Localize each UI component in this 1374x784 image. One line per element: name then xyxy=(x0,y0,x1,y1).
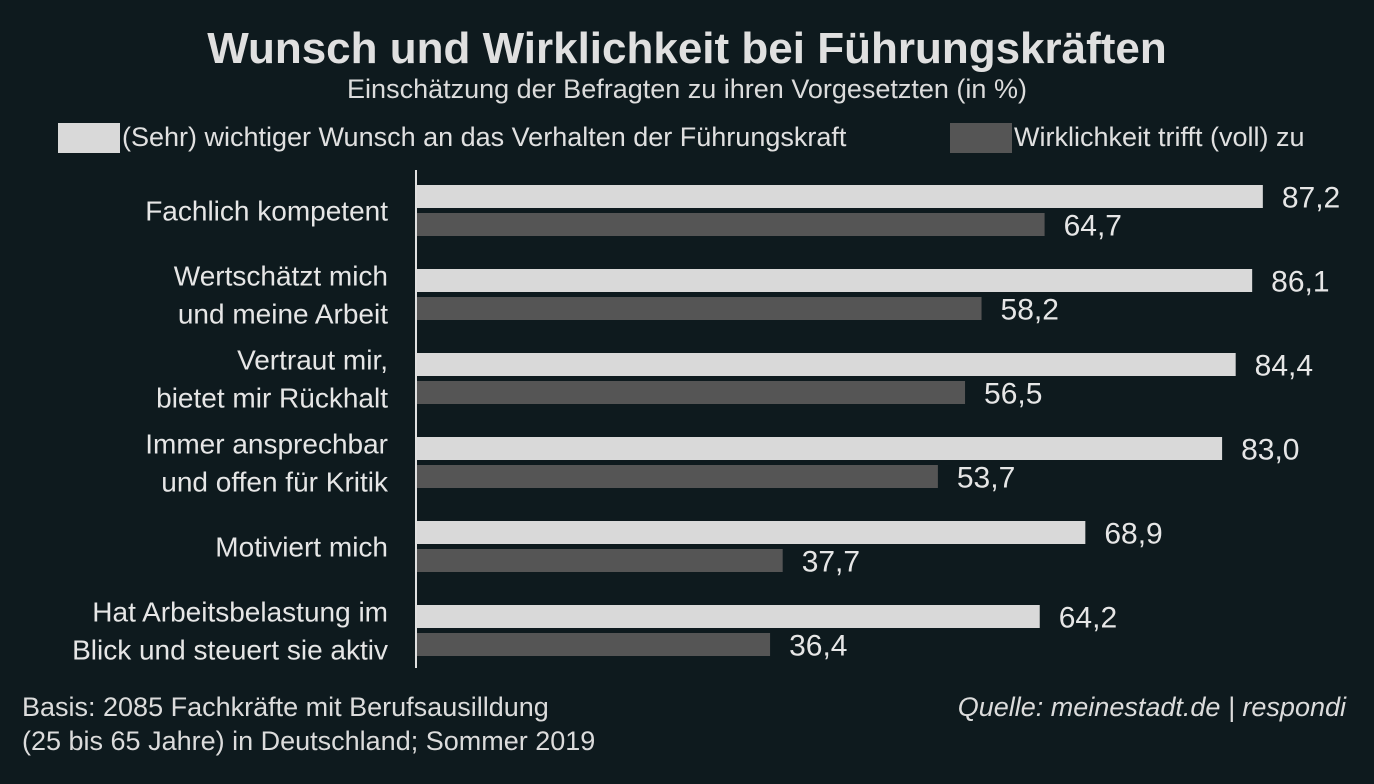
value-label: 87,2 xyxy=(1282,182,1340,215)
category-label: Wertschätzt mich xyxy=(174,261,388,292)
bar-reality xyxy=(417,213,1045,236)
category-label: Blick und steuert sie aktiv xyxy=(72,635,388,666)
chart-subtitle: Einschätzung der Befragten zu ihren Vorg… xyxy=(347,74,1027,104)
footer-basis-line2: (25 bis 65 Jahre) in Deutschland; Sommer… xyxy=(22,726,596,756)
category-label: Motiviert mich xyxy=(215,532,388,563)
bar-wish xyxy=(417,605,1040,628)
value-label: 37,7 xyxy=(802,546,860,579)
bar-reality xyxy=(417,549,783,572)
category-label: Fachlich kompetent xyxy=(145,196,388,227)
value-label: 36,4 xyxy=(789,630,847,663)
bar-wish xyxy=(417,353,1236,376)
value-label: 64,2 xyxy=(1059,602,1117,635)
legend-item-wish: (Sehr) wichtiger Wunsch an das Verhalten… xyxy=(58,122,846,153)
value-label: 56,5 xyxy=(984,378,1042,411)
category-label: und offen für Kritik xyxy=(161,467,389,498)
value-label: 84,4 xyxy=(1255,350,1313,383)
category-label: Vertraut mir, xyxy=(237,345,388,376)
category-label: Hat Arbeitsbelastung im xyxy=(92,597,388,628)
legend-swatch-reality xyxy=(950,122,1012,153)
chart-title: Wunsch und Wirklichkeit bei Führungskräf… xyxy=(207,24,1167,73)
value-label: 86,1 xyxy=(1271,266,1329,299)
bar-wish xyxy=(417,269,1253,292)
footer-basis: Basis: 2085 Fachkräfte mit Berufsausilld… xyxy=(22,690,595,758)
value-label: 53,7 xyxy=(957,462,1015,495)
value-label: 58,2 xyxy=(1001,294,1059,327)
bar-wish xyxy=(417,521,1086,544)
category-label: und meine Arbeit xyxy=(178,299,388,330)
bar-wish xyxy=(417,185,1263,208)
category-label: Immer ansprechbar xyxy=(145,429,388,460)
value-label: 64,7 xyxy=(1064,210,1122,243)
bar-wish xyxy=(417,437,1223,460)
bar-reality xyxy=(417,633,771,656)
footer-source: Quelle: meinestadt.de | respondi xyxy=(957,692,1346,722)
bar-reality xyxy=(417,381,966,404)
legend-label-reality: Wirklichkeit trifft (voll) zu xyxy=(1014,122,1305,152)
footer-basis-line1: Basis: 2085 Fachkräfte mit Berufsausilld… xyxy=(22,692,549,722)
legend-swatch-wish xyxy=(58,122,120,153)
legend-label-wish: (Sehr) wichtiger Wunsch an das Verhalten… xyxy=(122,122,847,152)
bar-reality xyxy=(417,465,938,488)
value-label: 83,0 xyxy=(1241,434,1299,467)
value-label: 68,9 xyxy=(1104,518,1162,551)
bar-reality xyxy=(417,297,982,320)
category-label: bietet mir Rückhalt xyxy=(156,383,388,414)
legend-item-reality: Wirklichkeit trifft (voll) zu xyxy=(950,122,1305,153)
